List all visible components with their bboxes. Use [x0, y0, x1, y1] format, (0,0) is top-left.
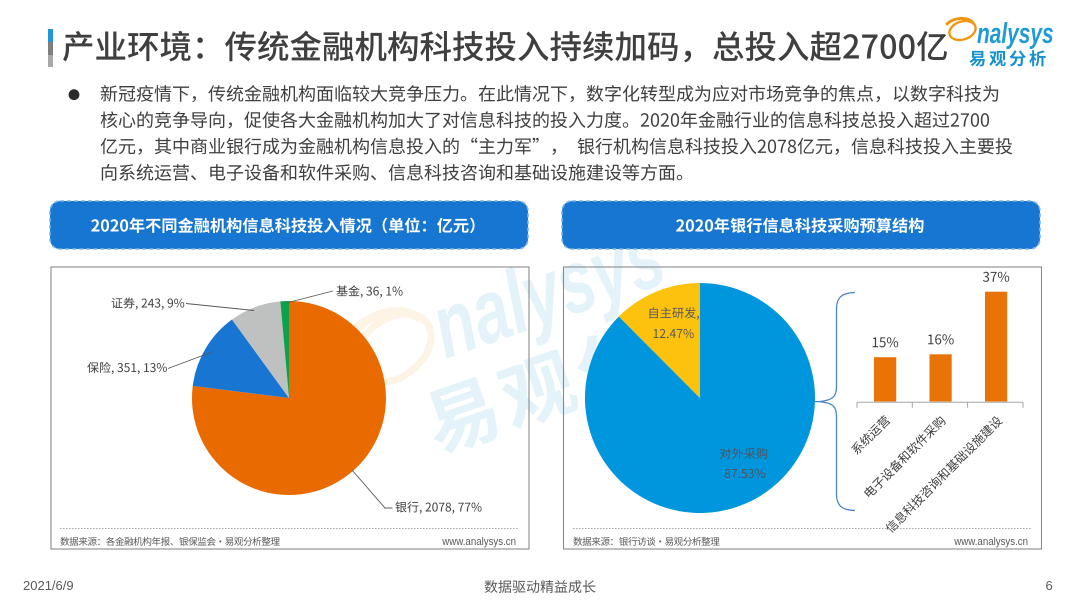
svg-text:nalysys: nalysys [977, 18, 1054, 50]
svg-text:www.analysys.cn: www.analysys.cn [441, 537, 516, 549]
svg-text:6: 6 [1046, 578, 1053, 593]
svg-text:www.analysys.cn: www.analysys.cn [953, 537, 1028, 549]
svg-text:2021/6/9: 2021/6/9 [23, 578, 74, 593]
